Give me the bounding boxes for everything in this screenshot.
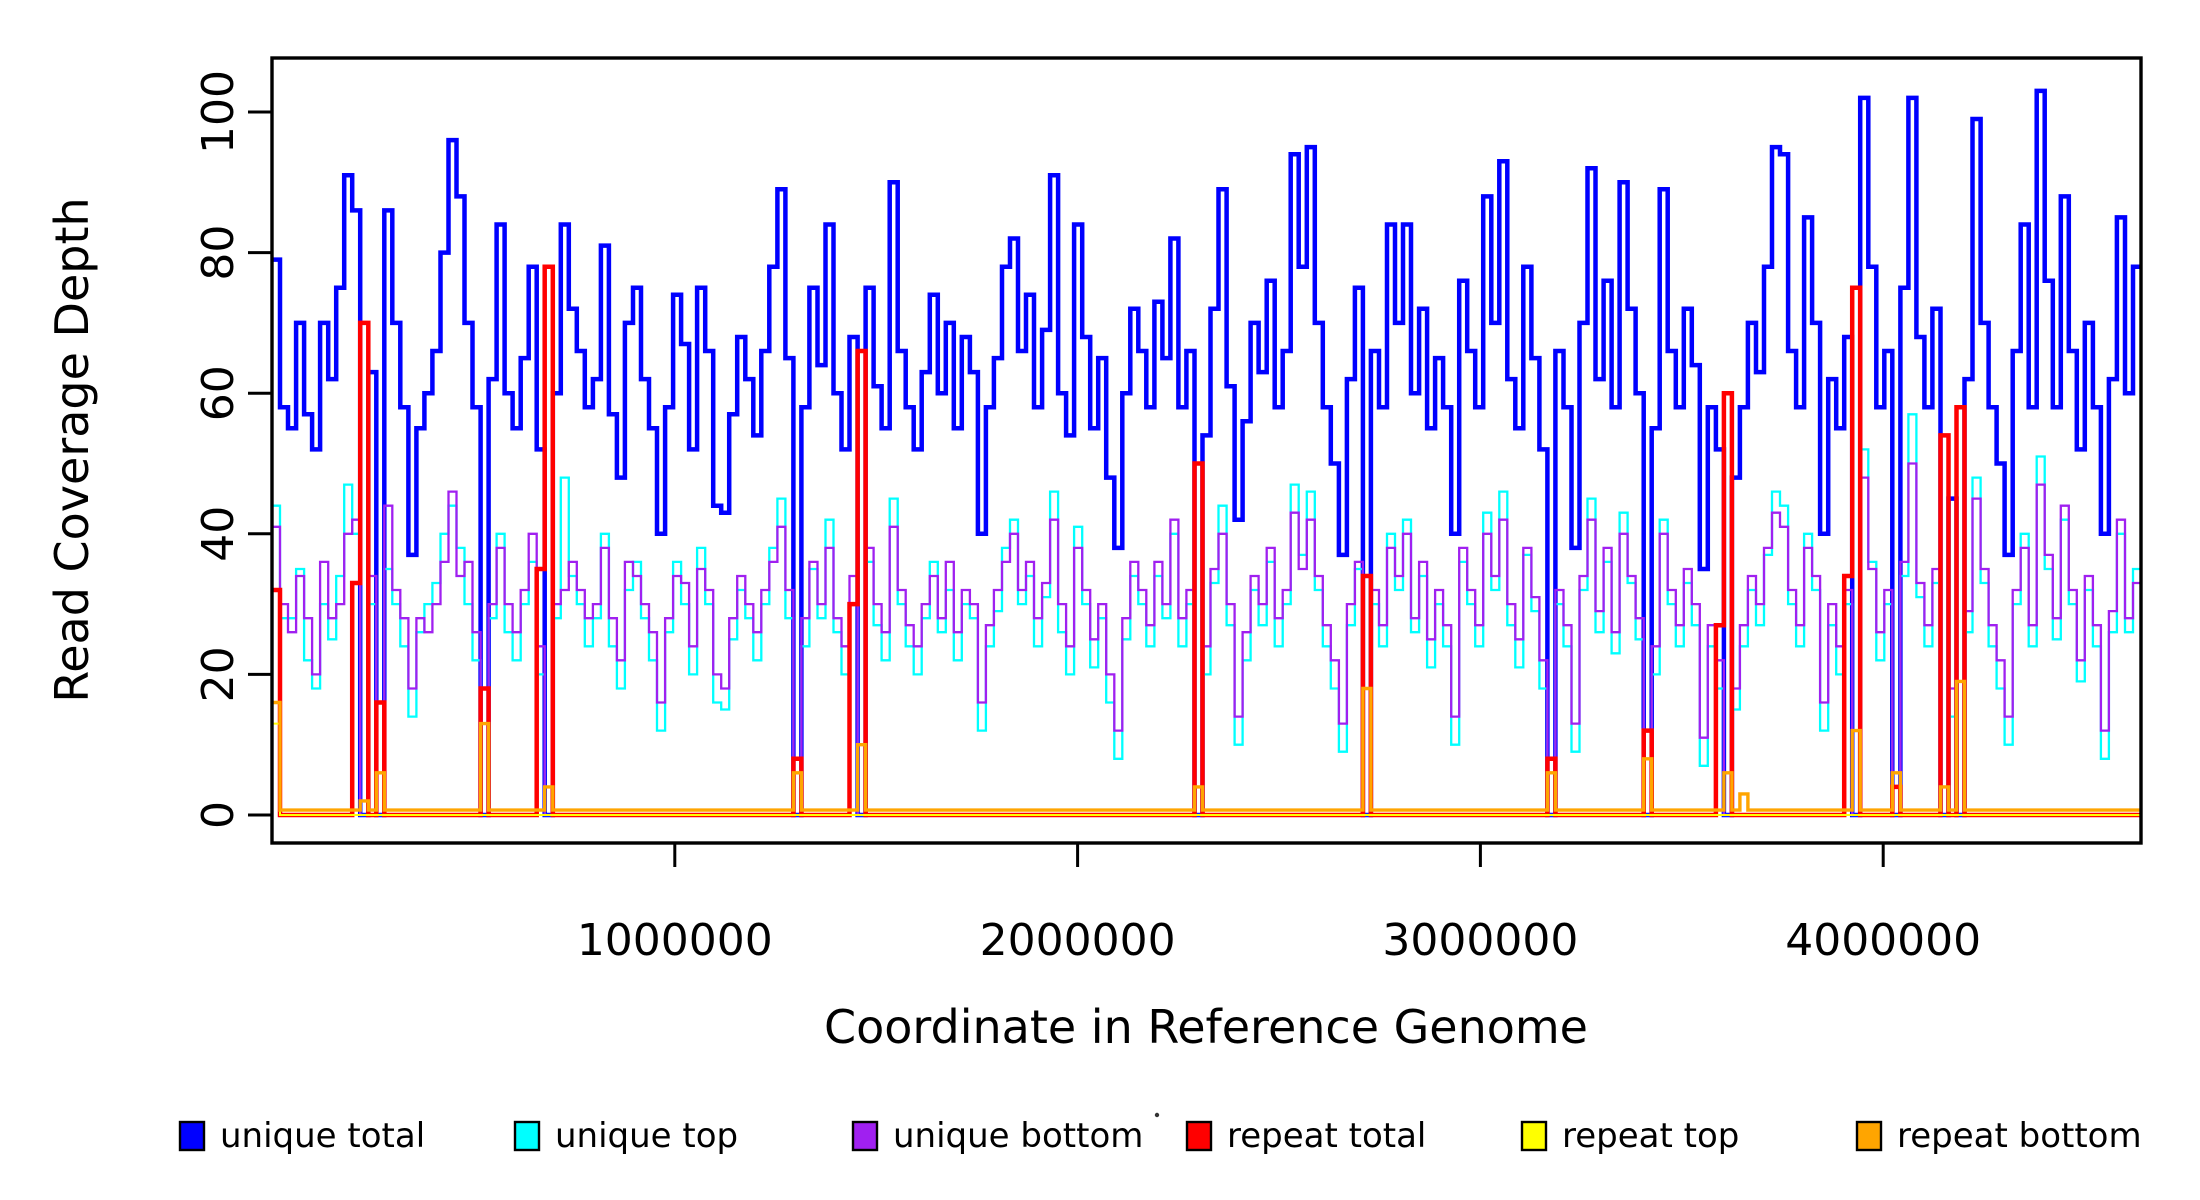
- legend-label: unique top: [555, 1116, 738, 1156]
- y-tick-label: 0: [193, 801, 244, 829]
- legend-swatch: [178, 1120, 206, 1152]
- legend-swatch: [1185, 1120, 1213, 1152]
- legend: unique total unique top unique bottom repea…: [178, 1116, 2142, 1156]
- x-tick-label: 1000000: [577, 915, 773, 966]
- legend-item-repeat-top: repeat top: [1520, 1116, 1739, 1156]
- x-tick-label: 2000000: [980, 915, 1176, 966]
- legend-item-repeat-total: repeat total: [1185, 1116, 1426, 1156]
- plot-frame: [270, 56, 2143, 845]
- series-repeat-top: [272, 722, 2141, 816]
- legend-swatch: [513, 1120, 541, 1152]
- legend-label: unique total: [220, 1116, 425, 1156]
- series-unique-bottom: [272, 462, 2141, 817]
- y-tick-label: 40: [193, 506, 244, 562]
- y-tick-label: 20: [193, 646, 244, 702]
- stray-dot: [1154, 1112, 1160, 1118]
- y-tick-label: 60: [193, 365, 244, 421]
- legend-item-unique-bottom: unique bottom: [851, 1116, 1143, 1156]
- y-tick-label: 80: [193, 225, 244, 281]
- legend-label: repeat total: [1227, 1116, 1426, 1156]
- series-layer: [272, 88, 2141, 818]
- legend-item-repeat-bottom: repeat bottom: [1855, 1116, 2142, 1156]
- legend-label: repeat top: [1562, 1116, 1739, 1156]
- series-repeat-bottom: [272, 679, 2141, 812]
- x-tick-label: 4000000: [1785, 915, 1981, 966]
- y-axis-label: Read Coverage Depth: [45, 197, 99, 702]
- legend-swatch: [1520, 1120, 1548, 1152]
- legend-label: unique bottom: [893, 1116, 1143, 1156]
- legend-swatch: [851, 1120, 879, 1152]
- legend-item-unique-top: unique top: [513, 1116, 738, 1156]
- x-tick-label: 3000000: [1382, 915, 1578, 966]
- x-axis-label: Coordinate in Reference Genome: [824, 1000, 1588, 1054]
- y-axis-ticks: 0 20 40 60 80 100: [193, 70, 272, 829]
- legend-label: repeat bottom: [1897, 1116, 2142, 1156]
- x-axis-ticks: 1000000 2000000 3000000 4000000: [577, 843, 1981, 966]
- legend-item-unique-total: unique total: [178, 1116, 425, 1156]
- y-tick-label: 100: [193, 70, 244, 154]
- legend-swatch: [1855, 1120, 1883, 1152]
- series-unique-total: [272, 88, 2141, 818]
